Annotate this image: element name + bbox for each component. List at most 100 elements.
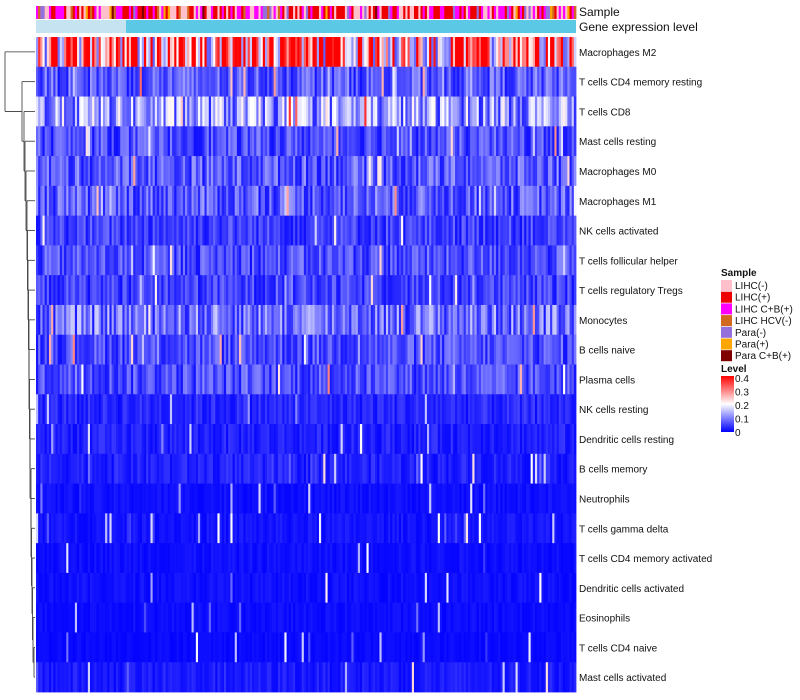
heatmap-cell	[573, 483, 577, 514]
heatmap-cell	[59, 334, 63, 365]
sample-annotation-cell	[195, 6, 199, 19]
heatmap-cell	[375, 37, 378, 68]
heatmap-cell	[489, 156, 493, 187]
heatmap-cell	[442, 513, 445, 544]
heatmap-cell	[409, 245, 413, 276]
heatmap-cell	[370, 543, 374, 574]
heatmap-cell	[342, 156, 346, 187]
heatmap-cell	[558, 364, 562, 395]
heatmap-cell	[239, 453, 242, 484]
heatmap-cell	[70, 453, 74, 484]
heatmap-cell	[66, 185, 69, 217]
heatmap-cell	[159, 245, 162, 276]
heatmap-cell	[264, 394, 268, 425]
heatmap-cell	[189, 37, 192, 68]
heatmap-cell	[180, 215, 184, 246]
heatmap-cell	[416, 156, 419, 187]
sample-annotation-cell	[256, 6, 259, 19]
heatmap-cell	[77, 424, 80, 455]
heatmap-cell	[165, 483, 169, 514]
heatmap-cell	[465, 394, 469, 425]
heatmap-cell	[308, 424, 311, 455]
heatmap-cell	[135, 364, 138, 395]
heatmap-cell	[87, 275, 91, 306]
heatmap-cell	[543, 66, 547, 97]
heatmap-cell	[504, 453, 508, 484]
heatmap-cell	[506, 96, 510, 127]
heatmap-cell	[133, 483, 136, 514]
heatmap-cell	[381, 334, 385, 365]
heatmap-cell	[128, 245, 132, 276]
heatmap-cell	[323, 513, 326, 544]
heatmap-cell	[463, 185, 467, 217]
heatmap-cell	[81, 394, 84, 425]
heatmap-cell	[522, 185, 525, 217]
heatmap-cell	[57, 364, 61, 395]
heatmap-cell	[455, 543, 458, 574]
heatmap-cell	[44, 394, 48, 425]
sample-annotation-cell	[509, 6, 512, 19]
heatmap-cell	[303, 215, 307, 246]
heatmap-cell	[252, 215, 255, 246]
heatmap-cell	[370, 304, 374, 336]
heatmap-cell	[185, 453, 188, 484]
heatmap-cell	[567, 37, 570, 68]
heatmap-cell	[493, 364, 497, 395]
sample-annotation-cell	[485, 6, 488, 19]
heatmap-cell	[226, 304, 229, 336]
heatmap-cell	[437, 424, 441, 455]
heatmap-cell	[545, 126, 549, 157]
heatmap-cell	[360, 245, 363, 276]
heatmap-cell	[55, 483, 58, 514]
heatmap-cell	[414, 185, 417, 217]
heatmap-cell	[360, 572, 363, 604]
heatmap-cell	[53, 364, 56, 395]
heatmap-cell	[442, 334, 445, 365]
heatmap-cell	[115, 453, 119, 484]
heatmap-cell	[185, 215, 188, 246]
heatmap-cell	[256, 334, 259, 365]
heatmap-cell	[249, 453, 253, 484]
heatmap-cell	[519, 424, 523, 455]
heatmap-cell	[83, 334, 87, 365]
heatmap-cell	[70, 215, 74, 246]
heatmap-cell	[280, 275, 283, 306]
heatmap-cell	[474, 513, 478, 544]
heatmap-cell	[407, 245, 411, 276]
heatmap-cell	[504, 275, 508, 306]
heatmap-cell	[273, 572, 277, 604]
heatmap-cell	[571, 245, 575, 276]
heatmap-cell	[120, 483, 123, 514]
heatmap-cell	[208, 275, 212, 306]
heatmap-cell	[569, 304, 573, 336]
heatmap-cell	[79, 96, 82, 127]
heatmap-cell	[522, 453, 525, 484]
heatmap-cell	[334, 513, 337, 544]
heatmap-cell	[115, 185, 119, 217]
heatmap-cell	[390, 364, 393, 395]
heatmap-cell	[334, 572, 337, 604]
heatmap-cell	[206, 543, 210, 574]
heatmap-cell	[541, 543, 544, 574]
heatmap-cell	[61, 513, 65, 544]
heatmap-cell	[511, 275, 514, 306]
heatmap-cell	[102, 215, 106, 246]
heatmap-cell	[258, 245, 262, 276]
heatmap-cell	[102, 66, 106, 97]
heatmap-cell	[230, 96, 233, 127]
heatmap-cell	[565, 185, 568, 217]
heatmap-cell	[396, 96, 400, 127]
heatmap-cell	[241, 66, 244, 97]
heatmap-cell	[470, 275, 473, 306]
heatmap-cell	[431, 156, 434, 187]
heatmap-cell	[537, 275, 540, 306]
heatmap-cell	[135, 96, 138, 127]
heatmap-cell	[368, 334, 372, 365]
heatmap-cell	[377, 572, 380, 604]
heatmap-cell	[59, 275, 63, 306]
heatmap-cell	[195, 275, 199, 306]
heatmap-cell	[72, 364, 76, 395]
heatmap-cell	[79, 453, 82, 484]
heatmap-cell	[189, 275, 192, 306]
heatmap-cell	[353, 364, 357, 395]
